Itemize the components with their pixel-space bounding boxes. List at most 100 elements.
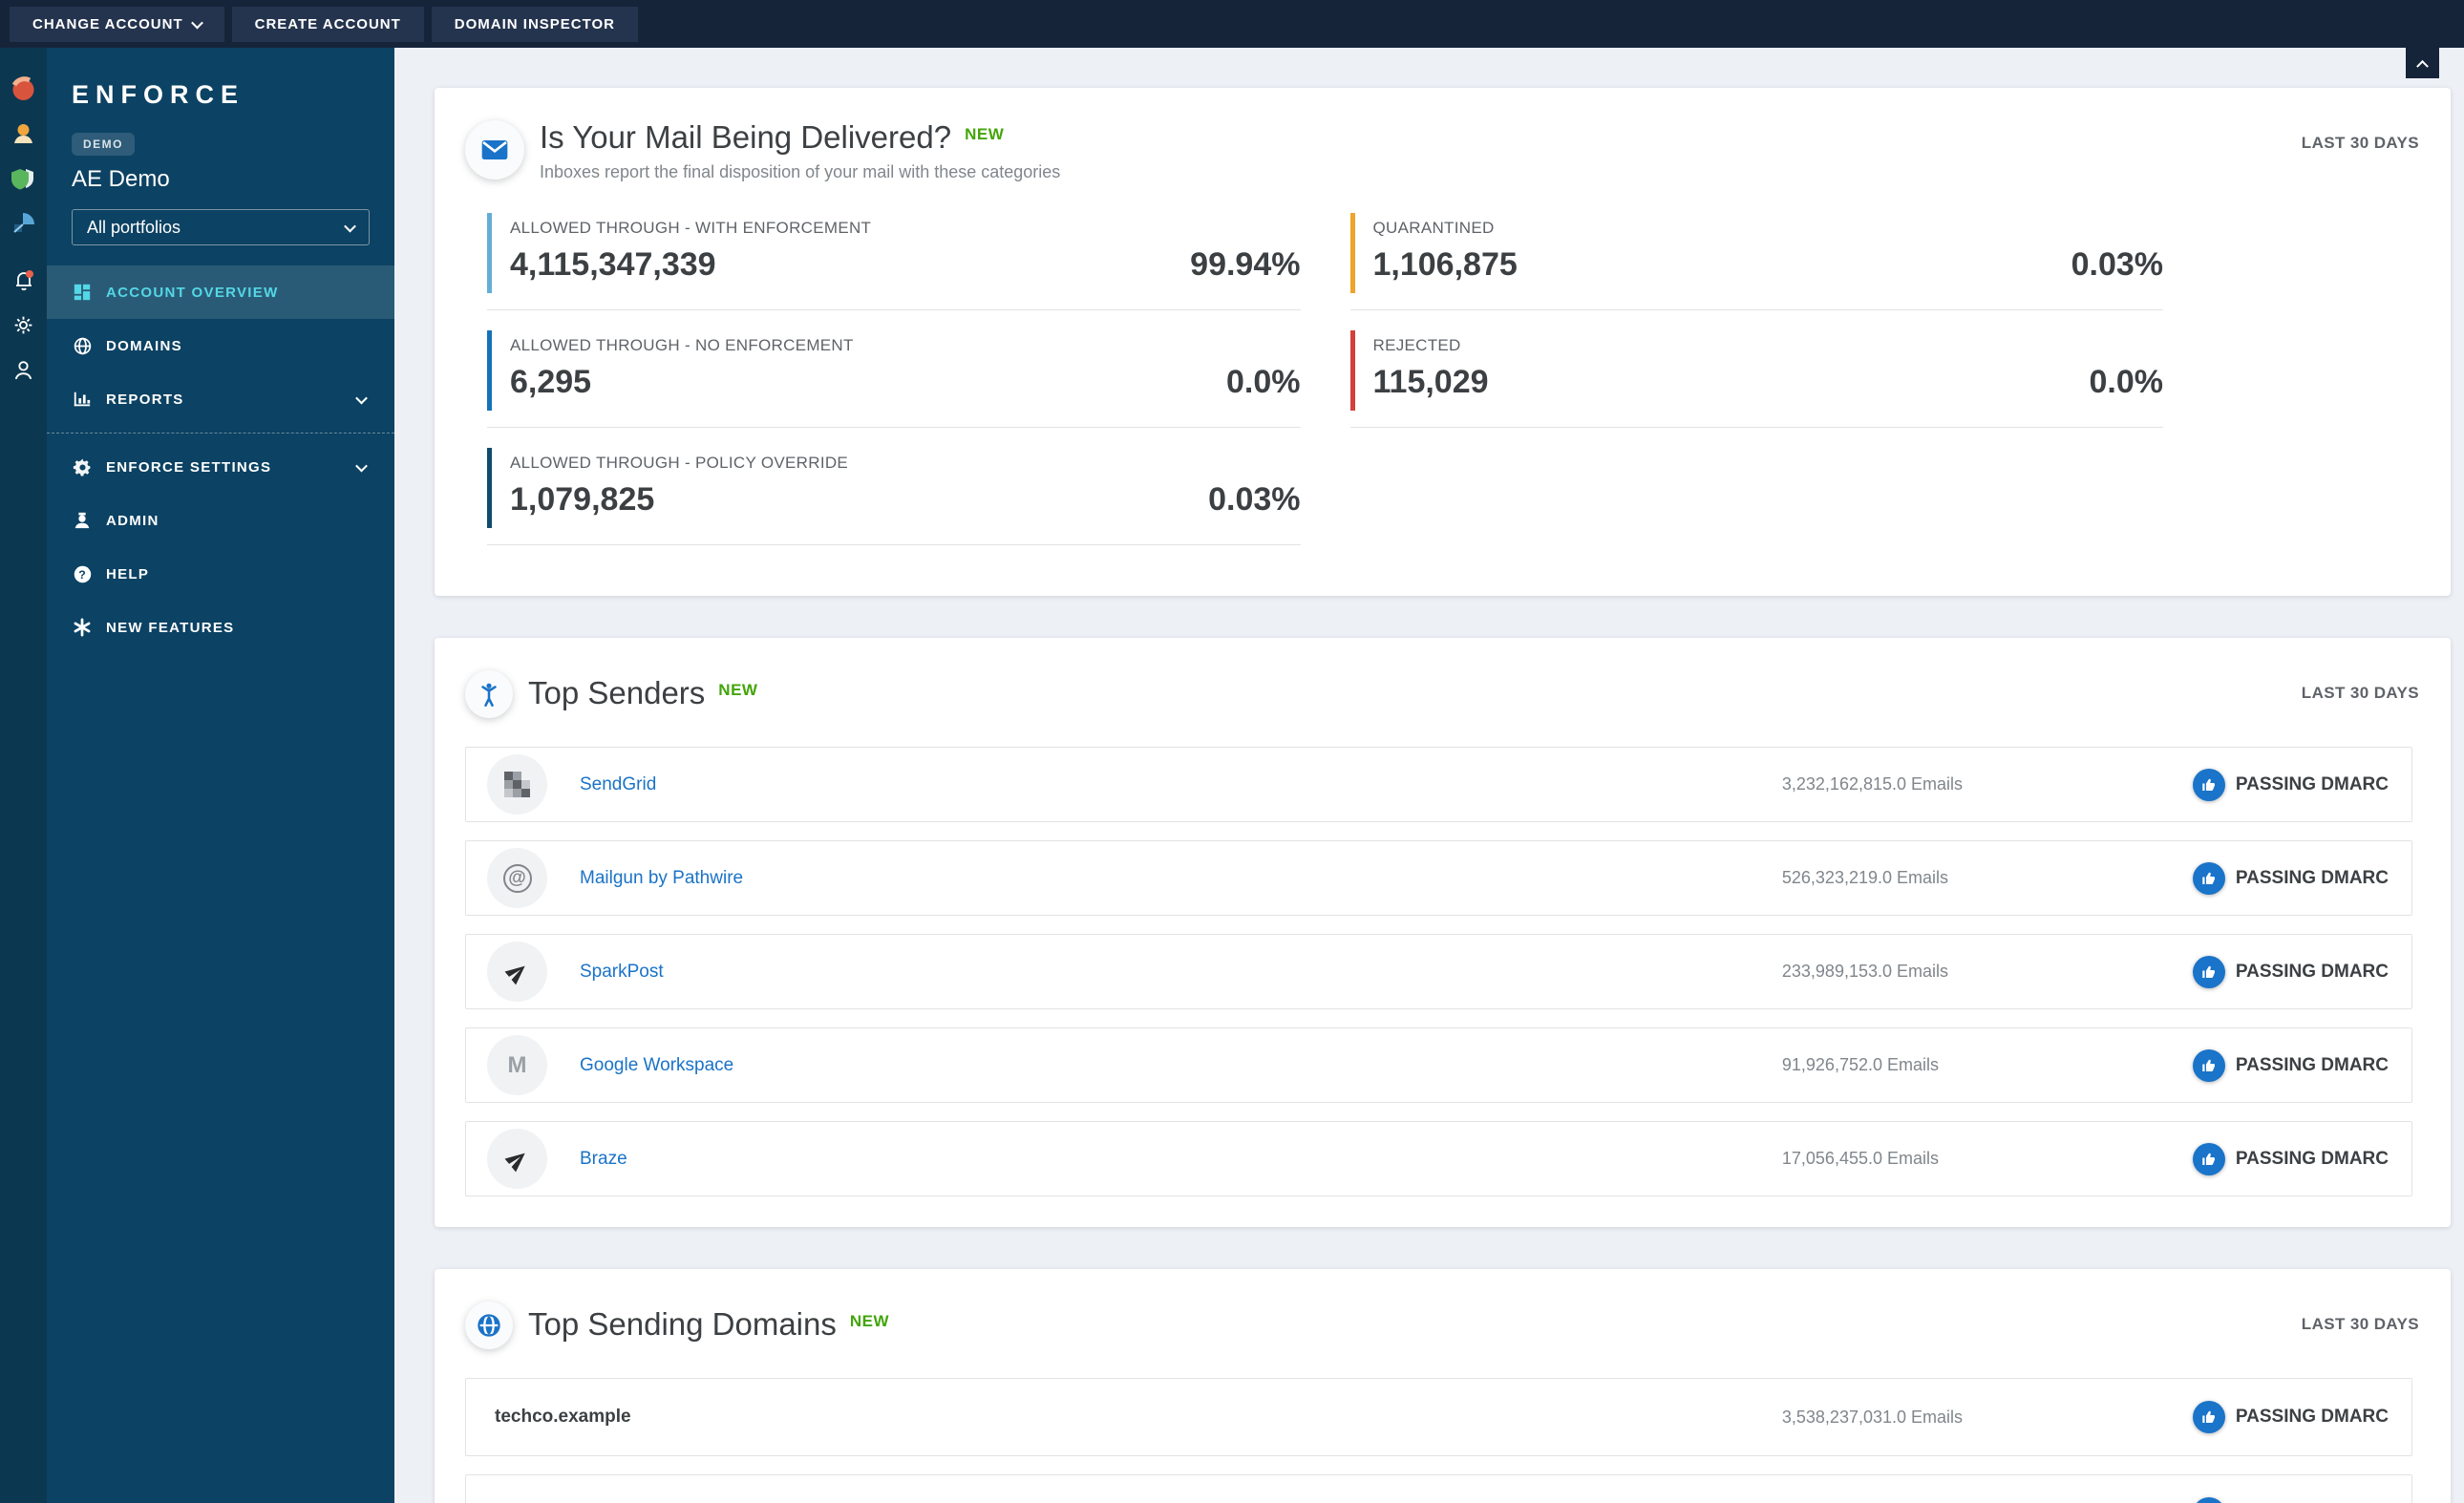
profile-icon[interactable] [10,355,38,384]
stat-percent: 0.0% [2089,364,2164,401]
stat-value: 6,295 [510,364,592,401]
mail-envelope-icon [465,120,524,180]
create-account-label: CREATE ACCOUNT [254,15,401,32]
notifications-bell-icon[interactable] [10,265,38,294]
card-title: Top Senders [528,675,706,711]
sidebar-item-admin[interactable]: ADMIN [47,494,394,547]
domain-name: techco.example [495,1407,631,1428]
sidebar-item-help[interactable]: ? HELP [47,547,394,601]
globe-icon [72,335,93,356]
divider [1349,309,2163,311]
amplify-app-icon[interactable] [10,119,38,148]
stat-percent: 0.03% [2071,246,2163,284]
sender-name-link[interactable]: Braze [580,1148,627,1169]
domain-row: realestateco.example 45,079,322.0 Emails… [465,1474,2412,1503]
stat-percent: 0.0% [1226,364,1301,401]
app-rail [0,48,47,1503]
domains-globe-icon [465,1302,513,1350]
chevron-up-icon [2416,59,2429,73]
divider [487,544,1301,546]
card-subtitle: Inboxes report the final disposition of … [540,162,1061,182]
sender-name-link[interactable]: Google Workspace [580,1054,734,1075]
change-account-button[interactable]: CHANGE ACCOUNT [10,6,224,42]
stat-value: 1,106,875 [1372,246,1518,284]
sparkpost-logo-icon [487,942,547,1003]
sidebar-item-label: HELP [106,565,150,582]
domains-list: techco.example 3,538,237,031.0 Emails PA… [465,1378,2412,1503]
sender-name-link[interactable]: SparkPost [580,961,664,982]
stat-label: ALLOWED THROUGH - WITH ENFORCEMENT [510,219,872,238]
sender-name-link[interactable]: SendGrid [580,773,657,794]
stat-value: 1,079,825 [510,481,655,519]
sender-name-link[interactable]: Mailgun by Pathwire [580,867,744,888]
thumbs-up-icon [2192,1401,2225,1434]
stat-percent: 99.94% [1190,246,1301,284]
thumbs-up-icon [2192,1048,2225,1082]
sidebar-item-label: ACCOUNT OVERVIEW [106,284,279,301]
gear-icon [72,456,93,477]
stat-rejected: REJECTED 115,029 0.0% [1349,330,2164,412]
new-badge: NEW [849,1312,890,1331]
scroll-top-button[interactable] [2406,48,2439,78]
sender-row: SparkPost 233,989,153.0 Emails PASSING D… [465,934,2412,1010]
divider [487,309,1301,311]
thumbs-up-icon [2192,1142,2225,1175]
settings-gear-icon[interactable] [10,310,38,339]
monitor-app-icon[interactable] [10,74,38,103]
period-label: LAST 30 DAYS [2301,684,2419,703]
sender-row: @ Mailgun by Pathwire 526,323,219.0 Emai… [465,840,2412,917]
stat-allowed-policy-override: ALLOWED THROUGH - POLICY OVERRIDE 1,079,… [487,448,1301,529]
divider [1349,427,2163,429]
sidebar-item-domains[interactable]: DOMAINS [47,319,394,372]
status-label: PASSING DMARC [2235,1148,2389,1169]
portfolio-selector-value: All portfolios [87,217,181,237]
braze-logo-icon [487,1129,547,1190]
portfolio-selector[interactable]: All portfolios [72,209,370,245]
sidebar-item-enforce-settings[interactable]: ENFORCE SETTINGS [47,440,394,494]
passing-dmarc-badge: PASSING DMARC [2192,955,2389,988]
stat-value: 4,115,347,339 [510,246,716,284]
sender-email-count: 526,323,219.0 Emails [1781,868,1949,888]
chevron-down-icon [344,220,356,232]
svg-text:?: ? [78,567,87,581]
delivery-stats: ALLOWED THROUGH - WITH ENFORCEMENT 4,115… [487,213,2163,565]
status-label: PASSING DMARC [2235,773,2389,794]
period-label: LAST 30 DAYS [2301,1315,2419,1334]
sender-row: M Google Workspace 91,926,752.0 Emails P… [465,1027,2412,1104]
topbar: CHANGE ACCOUNT CREATE ACCOUNT DOMAIN INS… [0,0,2464,48]
stat-allowed-no-enforcement: ALLOWED THROUGH - NO ENFORCEMENT 6,295 0… [487,330,1301,412]
google-workspace-logo-icon: M [487,1035,547,1096]
mailgun-logo-icon: @ [487,848,547,909]
status-label: PASSING DMARC [2235,961,2389,982]
create-account-button[interactable]: CREATE ACCOUNT [231,6,424,42]
sender-email-count: 17,056,455.0 Emails [1781,1149,1939,1169]
sidebar-item-reports[interactable]: REPORTS [47,372,394,426]
period-label: LAST 30 DAYS [2301,134,2419,152]
domain-inspector-button[interactable]: DOMAIN INSPECTOR [431,6,639,42]
asterisk-icon [72,617,93,638]
sidebar-item-label: DOMAINS [106,337,182,354]
sidebar-item-account-overview[interactable]: ACCOUNT OVERVIEW [47,265,394,319]
sidebar-item-label: REPORTS [106,391,184,408]
domain-email-count: 3,538,237,031.0 Emails [1781,1407,1964,1427]
stat-value: 115,029 [1372,364,1489,401]
passing-dmarc-badge: PASSING DMARC [2192,1497,2389,1503]
sidebar-item-new-features[interactable]: NEW FEATURES [47,601,394,654]
divider [487,427,1301,429]
sidebar-item-label: ADMIN [106,512,159,529]
passing-dmarc-badge: PASSING DMARC [2192,1048,2389,1082]
passing-dmarc-badge: PASSING DMARC [2192,1142,2389,1175]
enforce-app-icon[interactable] [10,164,38,193]
enforce-logo: ENFORCE [72,80,245,109]
domain-row: techco.example 3,538,237,031.0 Emails PA… [465,1378,2412,1457]
thumbs-up-icon [2192,861,2225,895]
chevron-down-icon [355,392,368,404]
dashboard-grid-icon [72,282,93,303]
passing-dmarc-badge: PASSING DMARC [2192,768,2389,801]
new-badge: NEW [965,125,1005,143]
align-app-icon[interactable] [10,209,38,238]
admin-person-icon [72,510,93,531]
card-mail-delivery: LAST 30 DAYS Is Your Mail Being Delivere… [435,88,2451,597]
status-label: PASSING DMARC [2235,1407,2389,1428]
chevron-down-icon [355,459,368,472]
